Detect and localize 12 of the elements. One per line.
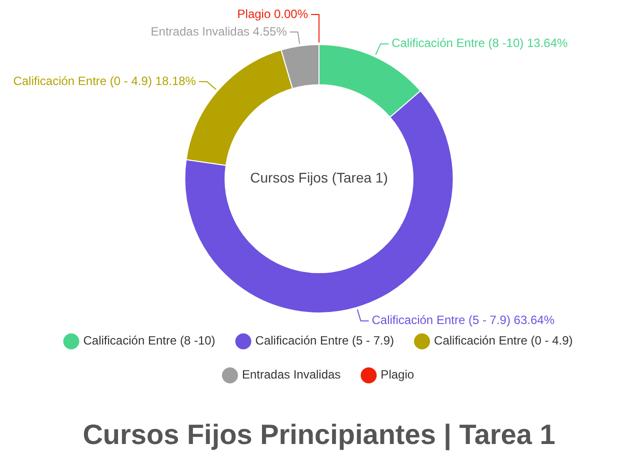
data-label: Entradas Invalidas 4.55% [150,24,288,38]
legend-label: Calificación Entre (8 -10) [83,334,216,348]
data-label: Calificación Entre (0 - 4.9) 18.18% [13,74,196,88]
text: Cursos Fijos Principiantes | Tarea 1 [82,418,556,451]
legend-label: Plagio [380,368,414,382]
data-label: Calificación Entre (5 - 7.9) 63.64% [372,313,555,328]
legend-label: Entradas Invalidas [242,368,341,382]
legend-label: Calificación Entre (0 - 4.9) [434,334,573,348]
text: Cursos Fijos (Tarea 1) [250,170,388,186]
data-label: Calificación Entre (8 -10) 13.64% [392,36,568,50]
legend-label: Calificación Entre (5 - 7.9) [255,334,394,348]
text: Plagio 0.00% [237,6,308,21]
